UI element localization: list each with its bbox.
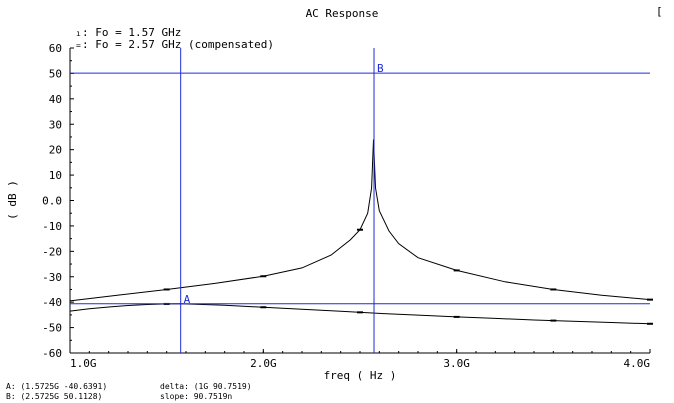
- y-tick-label: 40: [49, 93, 62, 106]
- series-fo-157-curve: [69, 303, 651, 325]
- x-axis-label: freq ( Hz ): [324, 369, 397, 382]
- y-tick-label: -30: [42, 271, 62, 284]
- legend-marker-1: ı: [76, 29, 81, 38]
- y-tick-label: -60: [42, 347, 62, 360]
- legend-label-1: : Fo = 1.57 GHz: [82, 26, 181, 39]
- y-tick-label: 20: [49, 144, 62, 157]
- readout-a: A: (1.5725G -40.6391): [6, 382, 107, 391]
- x-tick-label: 2.0G: [250, 357, 277, 370]
- x-tick-label: 3.0G: [443, 357, 470, 370]
- y-axis-label: ( dB ): [6, 180, 19, 220]
- readout-delta: delta: (1G 90.7519): [160, 382, 252, 391]
- ticks: 60 50 40 30 20 10 0.0 -10 -20 -30 -40 -50 -60 1.0G 2.0…: [42, 42, 651, 370]
- legend-marker-2: =: [76, 41, 81, 50]
- curves: [69, 139, 653, 325]
- y-tick-label: 30: [49, 118, 62, 131]
- legend-label-2: : Fo = 2.57 GHz (compensated): [82, 38, 274, 51]
- x-tick-label: 4.0G: [624, 357, 651, 370]
- axes: [69, 48, 650, 354]
- readout-b: B: (2.5725G 50.1128): [6, 392, 102, 401]
- y-tick-label: 50: [49, 67, 62, 80]
- y-tick-label: 0.0: [42, 195, 62, 208]
- cursor-b-label: B: [377, 62, 384, 75]
- readout-slope: slope: 90.7519n: [160, 392, 232, 401]
- y-tick-label: 10: [49, 169, 62, 182]
- x-tick-label: 1.0G: [70, 357, 97, 370]
- y-tick-label: -20: [42, 245, 62, 258]
- y-tick-label: -40: [42, 296, 62, 309]
- y-tick-label: -50: [42, 322, 62, 335]
- corner-glyph: [: [656, 5, 663, 18]
- series-fo-257-curve: [69, 139, 651, 302]
- cursor-a-label: A: [184, 293, 191, 306]
- y-tick-label: 60: [49, 42, 62, 55]
- cursor-lines[interactable]: AB: [70, 48, 650, 353]
- y-tick-label: -10: [42, 220, 62, 233]
- chart-title: AC Response: [306, 7, 379, 20]
